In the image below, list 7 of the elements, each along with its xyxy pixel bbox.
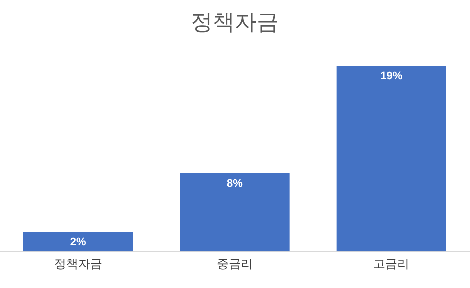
x-tick-label: 고금리 (374, 257, 410, 272)
data-label: 19% (380, 70, 403, 83)
data-label: 8% (227, 178, 244, 190)
data-label: 2% (70, 236, 86, 249)
chart-title: 정책자금 (191, 9, 279, 34)
x-tick-label: 중금리 (217, 257, 253, 272)
x-tick-label: 정책자금 (54, 257, 102, 272)
